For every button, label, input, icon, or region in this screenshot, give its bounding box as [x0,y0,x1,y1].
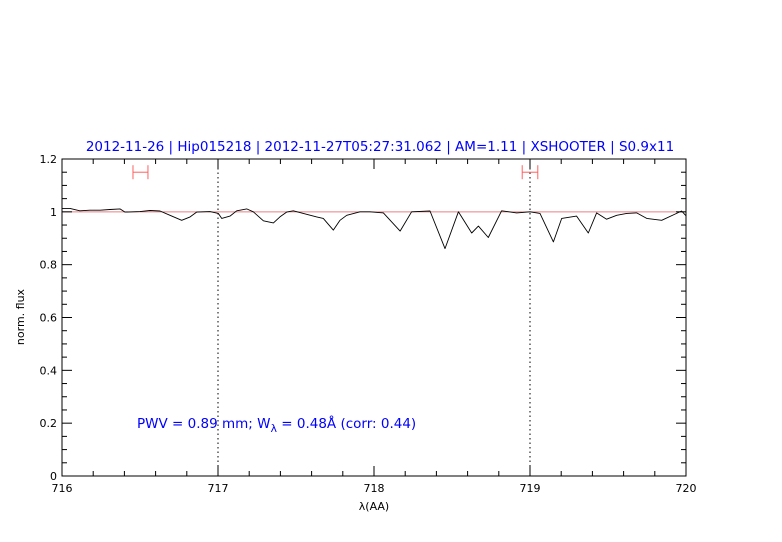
x-tick-label: 720 [676,482,697,495]
x-tick-label: 716 [52,482,73,495]
annotation-subscript: λ [270,422,277,435]
range-marker [132,165,149,180]
annotation-prefix: PWV = 0.89 mm; W [137,416,270,432]
y-tick-label: 0.4 [40,364,58,377]
y-tick-label: 1.2 [40,153,58,166]
annotation-suffix: = 0.48Å (corr: 0.44) [277,415,416,432]
x-axis-label: λ(AA) [359,500,389,513]
chart-title: 2012-11-26 | Hip015218 | 2012-11-27T05:2… [86,139,674,155]
y-tick-label: 0.8 [40,259,58,272]
spectrum-line [62,207,687,250]
x-tick-label: 719 [520,482,541,495]
y-tick-label: 0 [50,470,57,483]
x-tick-label: 718 [364,482,385,495]
y-tick-label: 1 [50,206,57,219]
y-tick-label: 0.2 [40,417,58,430]
y-tick-label: 0.6 [40,312,58,325]
y-axis-label: norm. flux [14,288,27,345]
x-tick-label: 717 [208,482,229,495]
pwv-annotation: PWV = 0.89 mm; Wλ = 0.48Å (corr: 0.44) [137,415,416,435]
range-marker [521,165,539,180]
